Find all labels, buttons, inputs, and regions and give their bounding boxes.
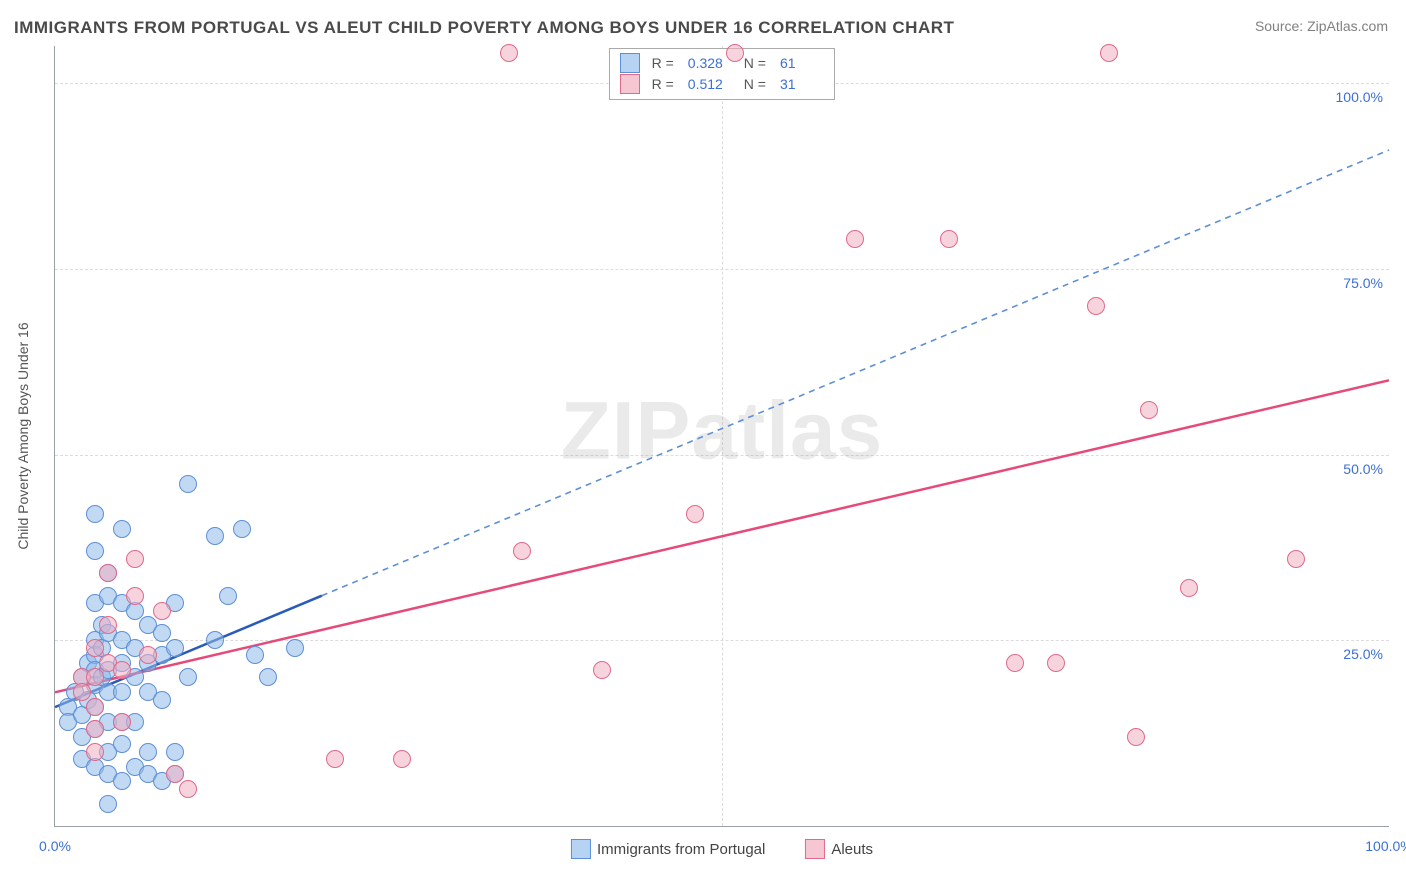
- legend-swatch: [571, 839, 591, 859]
- r-label: R =: [652, 53, 674, 74]
- data-point: [179, 780, 197, 798]
- data-point: [846, 230, 864, 248]
- data-point: [1047, 654, 1065, 672]
- data-point: [326, 750, 344, 768]
- legend-top-row: R = 0.512 N = 31: [620, 74, 824, 95]
- source-credit: Source: ZipAtlas.com: [1255, 18, 1388, 34]
- data-point: [1100, 44, 1118, 62]
- data-point: [513, 542, 531, 560]
- data-point: [233, 520, 251, 538]
- data-point: [86, 720, 104, 738]
- y-tick-label: 75.0%: [1343, 275, 1383, 291]
- data-point: [1006, 654, 1024, 672]
- data-point: [86, 743, 104, 761]
- data-point: [126, 550, 144, 568]
- data-point: [166, 765, 184, 783]
- gridline-v: [722, 46, 723, 826]
- x-tick-label: 0.0%: [39, 838, 71, 854]
- source-label: Source:: [1255, 18, 1307, 34]
- data-point: [86, 505, 104, 523]
- y-axis-title: Child Poverty Among Boys Under 16: [15, 322, 31, 549]
- legend-bottom: Immigrants from Portugal Aleuts: [571, 839, 873, 859]
- data-point: [246, 646, 264, 664]
- data-point: [86, 639, 104, 657]
- data-point: [206, 527, 224, 545]
- data-point: [1087, 297, 1105, 315]
- legend-label: Immigrants from Portugal: [597, 841, 765, 858]
- r-label: R =: [652, 74, 674, 95]
- gridline-h: [55, 269, 1389, 270]
- legend-top-row: R = 0.328 N = 61: [620, 53, 824, 74]
- data-point: [99, 616, 117, 634]
- data-point: [1140, 401, 1158, 419]
- data-point: [940, 230, 958, 248]
- n-label: N =: [744, 53, 766, 74]
- n-value: 61: [780, 53, 824, 74]
- data-point: [166, 639, 184, 657]
- data-point: [1127, 728, 1145, 746]
- data-point: [153, 624, 171, 642]
- y-tick-label: 50.0%: [1343, 461, 1383, 477]
- data-point: [113, 683, 131, 701]
- data-point: [206, 631, 224, 649]
- data-point: [86, 668, 104, 686]
- data-point: [179, 475, 197, 493]
- data-point: [113, 713, 131, 731]
- r-value: 0.328: [688, 53, 732, 74]
- data-point: [153, 691, 171, 709]
- data-point: [259, 668, 277, 686]
- gridline-h: [55, 640, 1389, 641]
- legend-swatch: [620, 74, 640, 94]
- data-point: [99, 564, 117, 582]
- gridline-h: [55, 455, 1389, 456]
- data-point: [179, 668, 197, 686]
- data-point: [286, 639, 304, 657]
- n-value: 31: [780, 74, 824, 95]
- data-point: [113, 735, 131, 753]
- data-point: [86, 698, 104, 716]
- x-tick-label: 100.0%: [1365, 838, 1406, 854]
- data-point: [686, 505, 704, 523]
- data-point: [593, 661, 611, 679]
- plot-area: Child Poverty Among Boys Under 16 ZIPatl…: [54, 46, 1389, 827]
- n-label: N =: [744, 74, 766, 95]
- legend-label: Aleuts: [831, 841, 873, 858]
- legend-swatch: [805, 839, 825, 859]
- data-point: [99, 795, 117, 813]
- data-point: [139, 646, 157, 664]
- legend-bottom-item: Immigrants from Portugal: [571, 839, 765, 859]
- legend-swatch: [620, 53, 640, 73]
- data-point: [219, 587, 237, 605]
- y-tick-label: 100.0%: [1336, 89, 1383, 105]
- data-point: [153, 602, 171, 620]
- y-tick-label: 25.0%: [1343, 646, 1383, 662]
- legend-bottom-item: Aleuts: [805, 839, 873, 859]
- data-point: [113, 772, 131, 790]
- data-point: [500, 44, 518, 62]
- data-point: [1287, 550, 1305, 568]
- data-point: [139, 743, 157, 761]
- data-point: [73, 683, 91, 701]
- data-point: [113, 661, 131, 679]
- r-value: 0.512: [688, 74, 732, 95]
- data-point: [86, 542, 104, 560]
- chart-title: IMMIGRANTS FROM PORTUGAL VS ALEUT CHILD …: [14, 18, 954, 38]
- legend-top: R = 0.328 N = 61 R = 0.512 N = 31: [609, 48, 835, 100]
- source-name: ZipAtlas.com: [1307, 18, 1388, 34]
- data-point: [126, 587, 144, 605]
- data-point: [166, 743, 184, 761]
- data-point: [393, 750, 411, 768]
- data-point: [726, 44, 744, 62]
- data-point: [1180, 579, 1198, 597]
- data-point: [113, 520, 131, 538]
